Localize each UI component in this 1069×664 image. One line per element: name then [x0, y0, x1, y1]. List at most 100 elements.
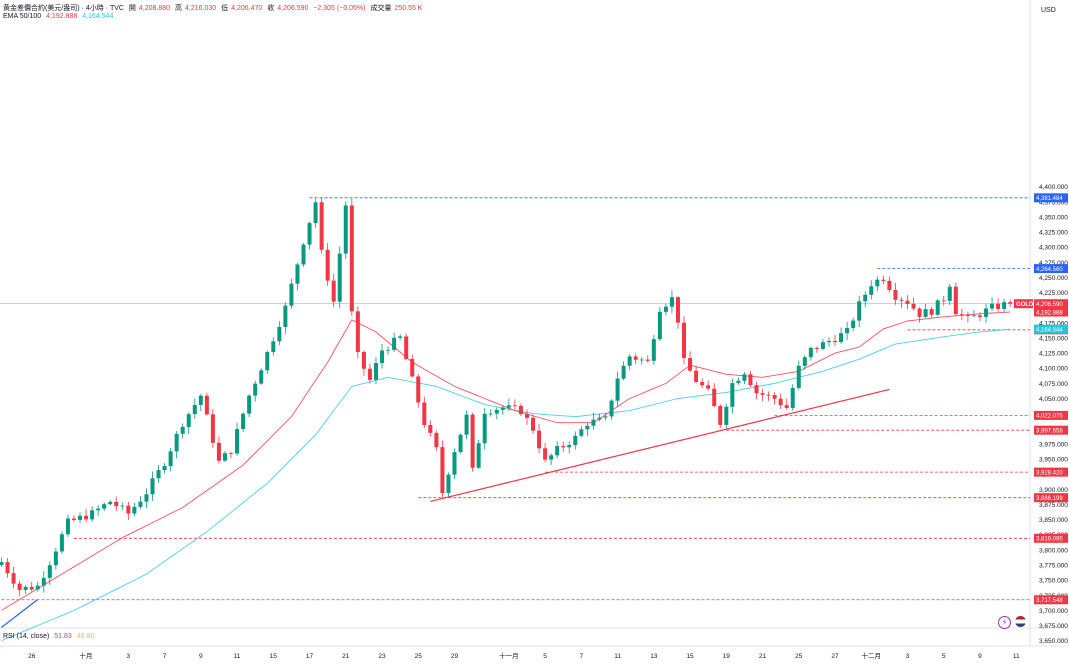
candle-body — [313, 202, 318, 224]
candle-body — [35, 585, 40, 590]
candle-body — [114, 501, 119, 507]
candle-body — [549, 455, 554, 460]
candle-body — [102, 504, 107, 509]
candle-body — [531, 417, 536, 431]
candle-body — [120, 505, 125, 507]
candle-body — [567, 445, 572, 448]
candle-body — [808, 347, 813, 358]
candle-body — [464, 414, 469, 435]
price-tag-label: 4,192.888 — [1036, 310, 1063, 316]
candle-body — [730, 383, 735, 407]
price-tick-label: 4,250.000 — [1039, 275, 1068, 282]
candle-body — [204, 395, 209, 415]
candle-body — [96, 508, 101, 511]
candle-body — [392, 337, 397, 350]
candle-body — [337, 253, 342, 302]
price-tick-label: 4,300.000 — [1039, 245, 1068, 252]
candle-body — [192, 404, 197, 415]
candle-body — [168, 451, 173, 467]
candle-body — [990, 303, 995, 309]
candle-body — [29, 586, 34, 590]
candle-body — [331, 280, 336, 302]
price-tags: 4,381.4844,264.5604,163.4584,022.0753,99… — [1014, 193, 1068, 605]
candle-body — [186, 414, 191, 427]
price-tick-label: 4,275.000 — [1039, 260, 1068, 267]
candle-body — [953, 286, 958, 315]
candle-body — [845, 327, 850, 334]
candle-body — [537, 430, 542, 449]
price-tag-label: 4,206.590 — [1036, 302, 1063, 308]
candle-body — [820, 342, 825, 349]
candle-body — [458, 434, 463, 453]
level-tag — [1034, 264, 1068, 274]
candle-body — [41, 577, 46, 586]
price-tick-label: 3,800.000 — [1039, 547, 1068, 554]
candle-body — [718, 406, 723, 425]
candle-body — [706, 385, 711, 389]
candle-body — [17, 583, 22, 590]
candle-body — [863, 294, 868, 302]
level-tag — [1034, 410, 1068, 420]
currency-label: USD — [1041, 7, 1056, 14]
candle-body — [476, 443, 481, 468]
lightning-icon[interactable]: ⚡ — [998, 616, 1011, 629]
candle-body — [222, 453, 227, 461]
price-tick-label: 3,650.000 — [1039, 638, 1068, 645]
candle-body — [11, 573, 16, 584]
candle-body — [65, 518, 70, 535]
candle-body — [555, 446, 560, 456]
candle-body — [132, 506, 137, 514]
price-tick-label: 4,125.000 — [1039, 351, 1068, 358]
trendlines[interactable] — [1, 388, 890, 628]
symbol-legend: 黄金差價合約(美元/盎司) · 4小時 · TVC 開 4,208.880 高 4,… — [3, 3, 425, 13]
candle-body — [639, 359, 644, 361]
candle-body — [482, 413, 487, 444]
candle-body — [700, 381, 705, 386]
candle-body — [929, 309, 934, 315]
candle-body — [694, 370, 699, 382]
symbol-title[interactable]: 黄金差價合約(美元/盎司) · 4小時 · TVC — [3, 5, 124, 12]
candle-body — [766, 394, 771, 396]
ema-label[interactable]: EMA 50/100 — [3, 13, 42, 20]
level-tag — [1034, 467, 1068, 477]
price-tick-label: 4,175.000 — [1039, 320, 1068, 327]
candle-body — [935, 300, 940, 315]
candle-body — [772, 395, 777, 399]
price-tick-label: 3,950.000 — [1039, 457, 1068, 464]
time-tick-label: 15 — [686, 653, 694, 660]
candle-body — [180, 426, 185, 434]
us-flag-icon[interactable] — [1015, 616, 1026, 627]
change-value: −2.305 (−0.05%) — [313, 5, 366, 12]
candle-body — [53, 551, 58, 566]
candle-body — [1002, 302, 1007, 309]
time-tick-label: 21 — [759, 653, 767, 660]
volume-label: 成交量 — [370, 5, 392, 12]
candle-body — [748, 374, 753, 386]
candle-body — [585, 425, 590, 430]
candle-body — [524, 414, 529, 418]
time-tick-label: 3 — [127, 653, 131, 660]
level-tag — [1034, 533, 1068, 543]
level-tag-label: 3,819.095 — [1036, 537, 1063, 543]
candle-body — [790, 387, 795, 408]
candle-body — [198, 395, 203, 405]
low-label: 低 — [221, 5, 229, 12]
time-tick-label: 5 — [942, 653, 946, 660]
candle-body — [802, 357, 807, 366]
candle-body — [669, 297, 674, 307]
time-tick-label: 23 — [378, 653, 386, 660]
high-label: 高 — [175, 5, 183, 12]
candle-body — [156, 470, 161, 479]
rsi-label[interactable]: RSI (14, close) — [3, 633, 50, 640]
candle-body — [494, 409, 499, 414]
time-tick-label: 29 — [451, 653, 459, 660]
candle-body — [283, 305, 288, 327]
candle-body — [380, 350, 385, 364]
time-tick-label: 11 — [1013, 653, 1020, 660]
price-tick-label: 4,225.000 — [1039, 290, 1068, 297]
candle-body — [712, 388, 717, 407]
candle-body — [742, 374, 747, 381]
level-tag — [1034, 493, 1068, 503]
candle-body — [591, 419, 596, 426]
